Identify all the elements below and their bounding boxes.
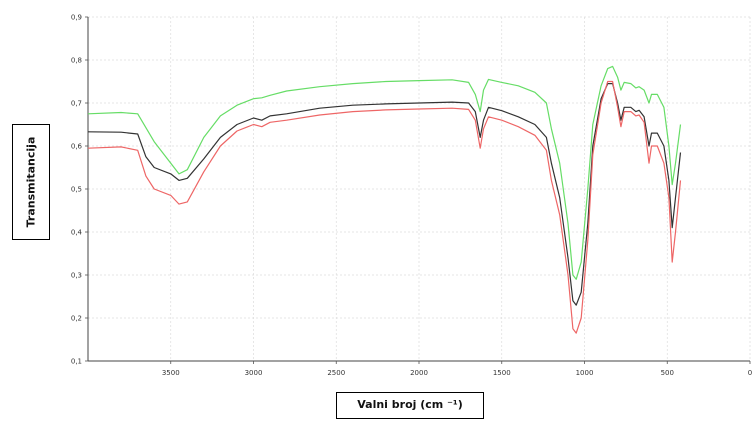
x-tick-label: 1500 bbox=[493, 369, 511, 377]
y-tick-label: 0,3 bbox=[71, 272, 82, 280]
series-group bbox=[87, 65, 682, 334]
y-tick-label: 0,2 bbox=[71, 315, 82, 323]
x-tick-label: 1000 bbox=[576, 369, 594, 377]
y-tick-label: 0,9 bbox=[71, 14, 82, 22]
y-axis-label-box: Transmitancija bbox=[12, 124, 50, 240]
grid bbox=[88, 16, 751, 362]
y-axis-label: Transmitancija bbox=[24, 136, 38, 228]
x-axis-label: Valni broj (cm ⁻¹) bbox=[357, 398, 463, 411]
y-tick-label: 0,5 bbox=[71, 186, 82, 194]
x-tick-label: 2500 bbox=[327, 369, 345, 377]
x-tick-label: 2000 bbox=[410, 369, 428, 377]
x-axis-label-box: Valni broj (cm ⁻¹) bbox=[336, 392, 484, 419]
series-line-3 bbox=[87, 80, 682, 334]
x-tick-label: 3500 bbox=[162, 369, 180, 377]
y-tick-label: 0,1 bbox=[71, 358, 82, 366]
y-tick-label: 0,7 bbox=[71, 100, 82, 108]
y-tick-label: 0,8 bbox=[71, 57, 82, 65]
y-tick-label: 0,6 bbox=[71, 143, 83, 151]
x-tick-label: 500 bbox=[661, 369, 674, 377]
x-tick-label: 0 bbox=[748, 369, 752, 377]
x-tick-label: 3000 bbox=[245, 369, 263, 377]
series-line-2 bbox=[87, 83, 682, 306]
x-ticks: 3500 3000 2500 2000 1500 1000 500 0 bbox=[162, 361, 752, 377]
y-ticks: 0,1 0,2 0,3 0,4 0,5 0,6 0,7 0,8 0,9 bbox=[71, 14, 88, 366]
series-line-1 bbox=[87, 65, 682, 280]
y-tick-label: 0,4 bbox=[71, 229, 83, 237]
